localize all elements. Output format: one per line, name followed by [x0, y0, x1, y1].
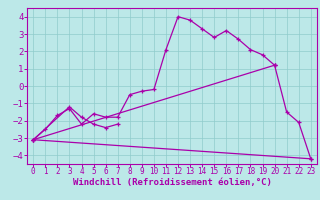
- X-axis label: Windchill (Refroidissement éolien,°C): Windchill (Refroidissement éolien,°C): [73, 178, 271, 187]
